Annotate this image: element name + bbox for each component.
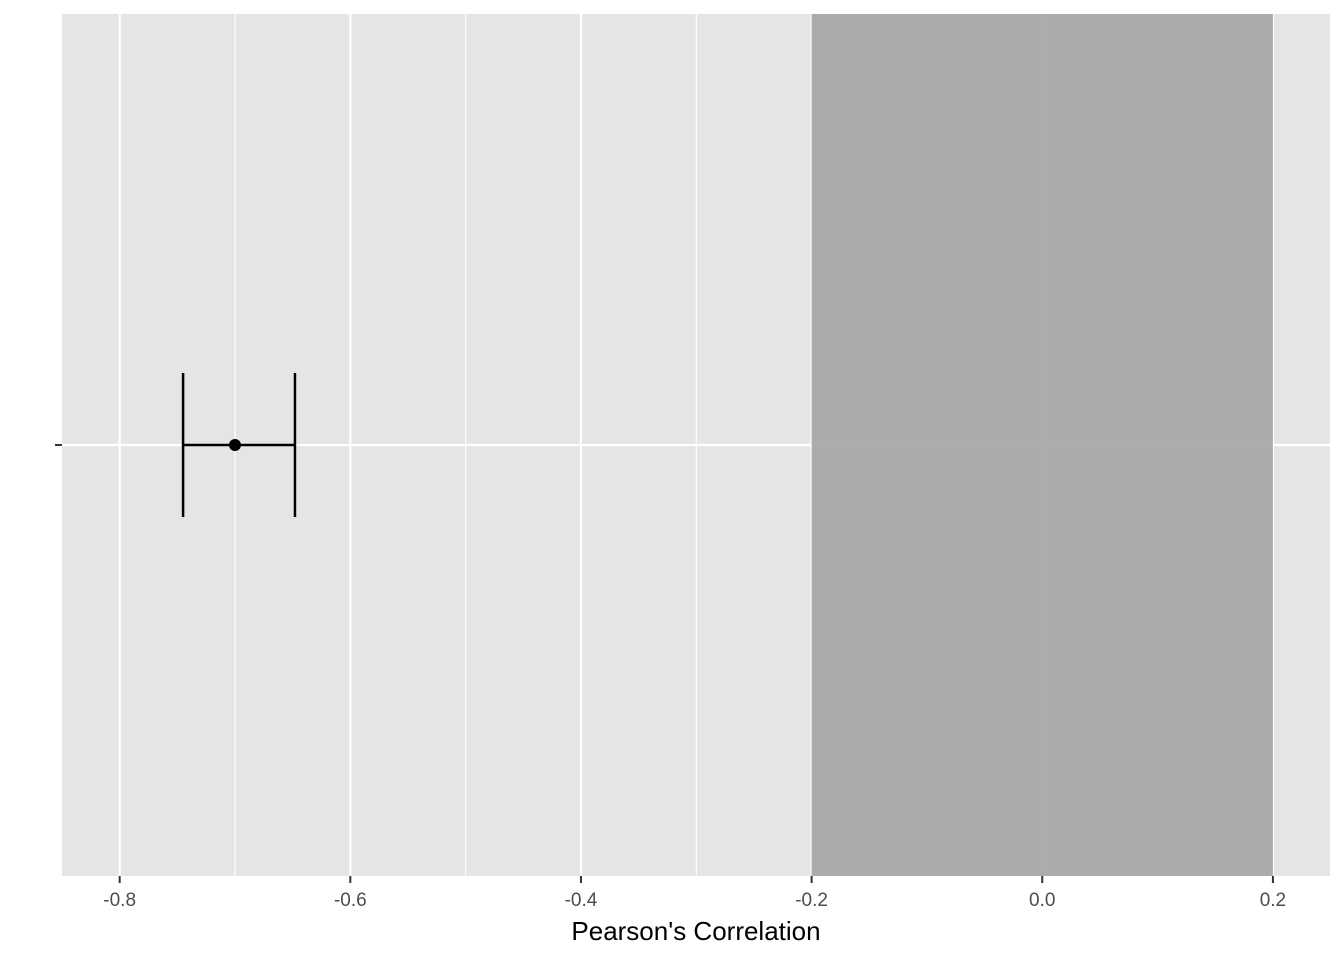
equivalence-region-layer — [811, 14, 1273, 876]
x-tick-label: 0.2 — [1260, 890, 1286, 911]
x-tick-label: 0.0 — [1029, 890, 1055, 911]
x-axis-title: Pearson's Correlation — [571, 916, 820, 946]
x-tick-label: -0.8 — [103, 890, 136, 911]
data-point — [228, 439, 241, 451]
x-axis: -0.8 -0.6 -0.4 -0.2 0.0 0.2 — [103, 876, 1286, 911]
x-tick-label: -0.2 — [795, 890, 828, 911]
x-tick-label: -0.6 — [334, 890, 367, 911]
equivalence-region — [811, 14, 1273, 876]
x-tick-label: -0.4 — [565, 890, 598, 911]
data-layer — [181, 373, 297, 517]
